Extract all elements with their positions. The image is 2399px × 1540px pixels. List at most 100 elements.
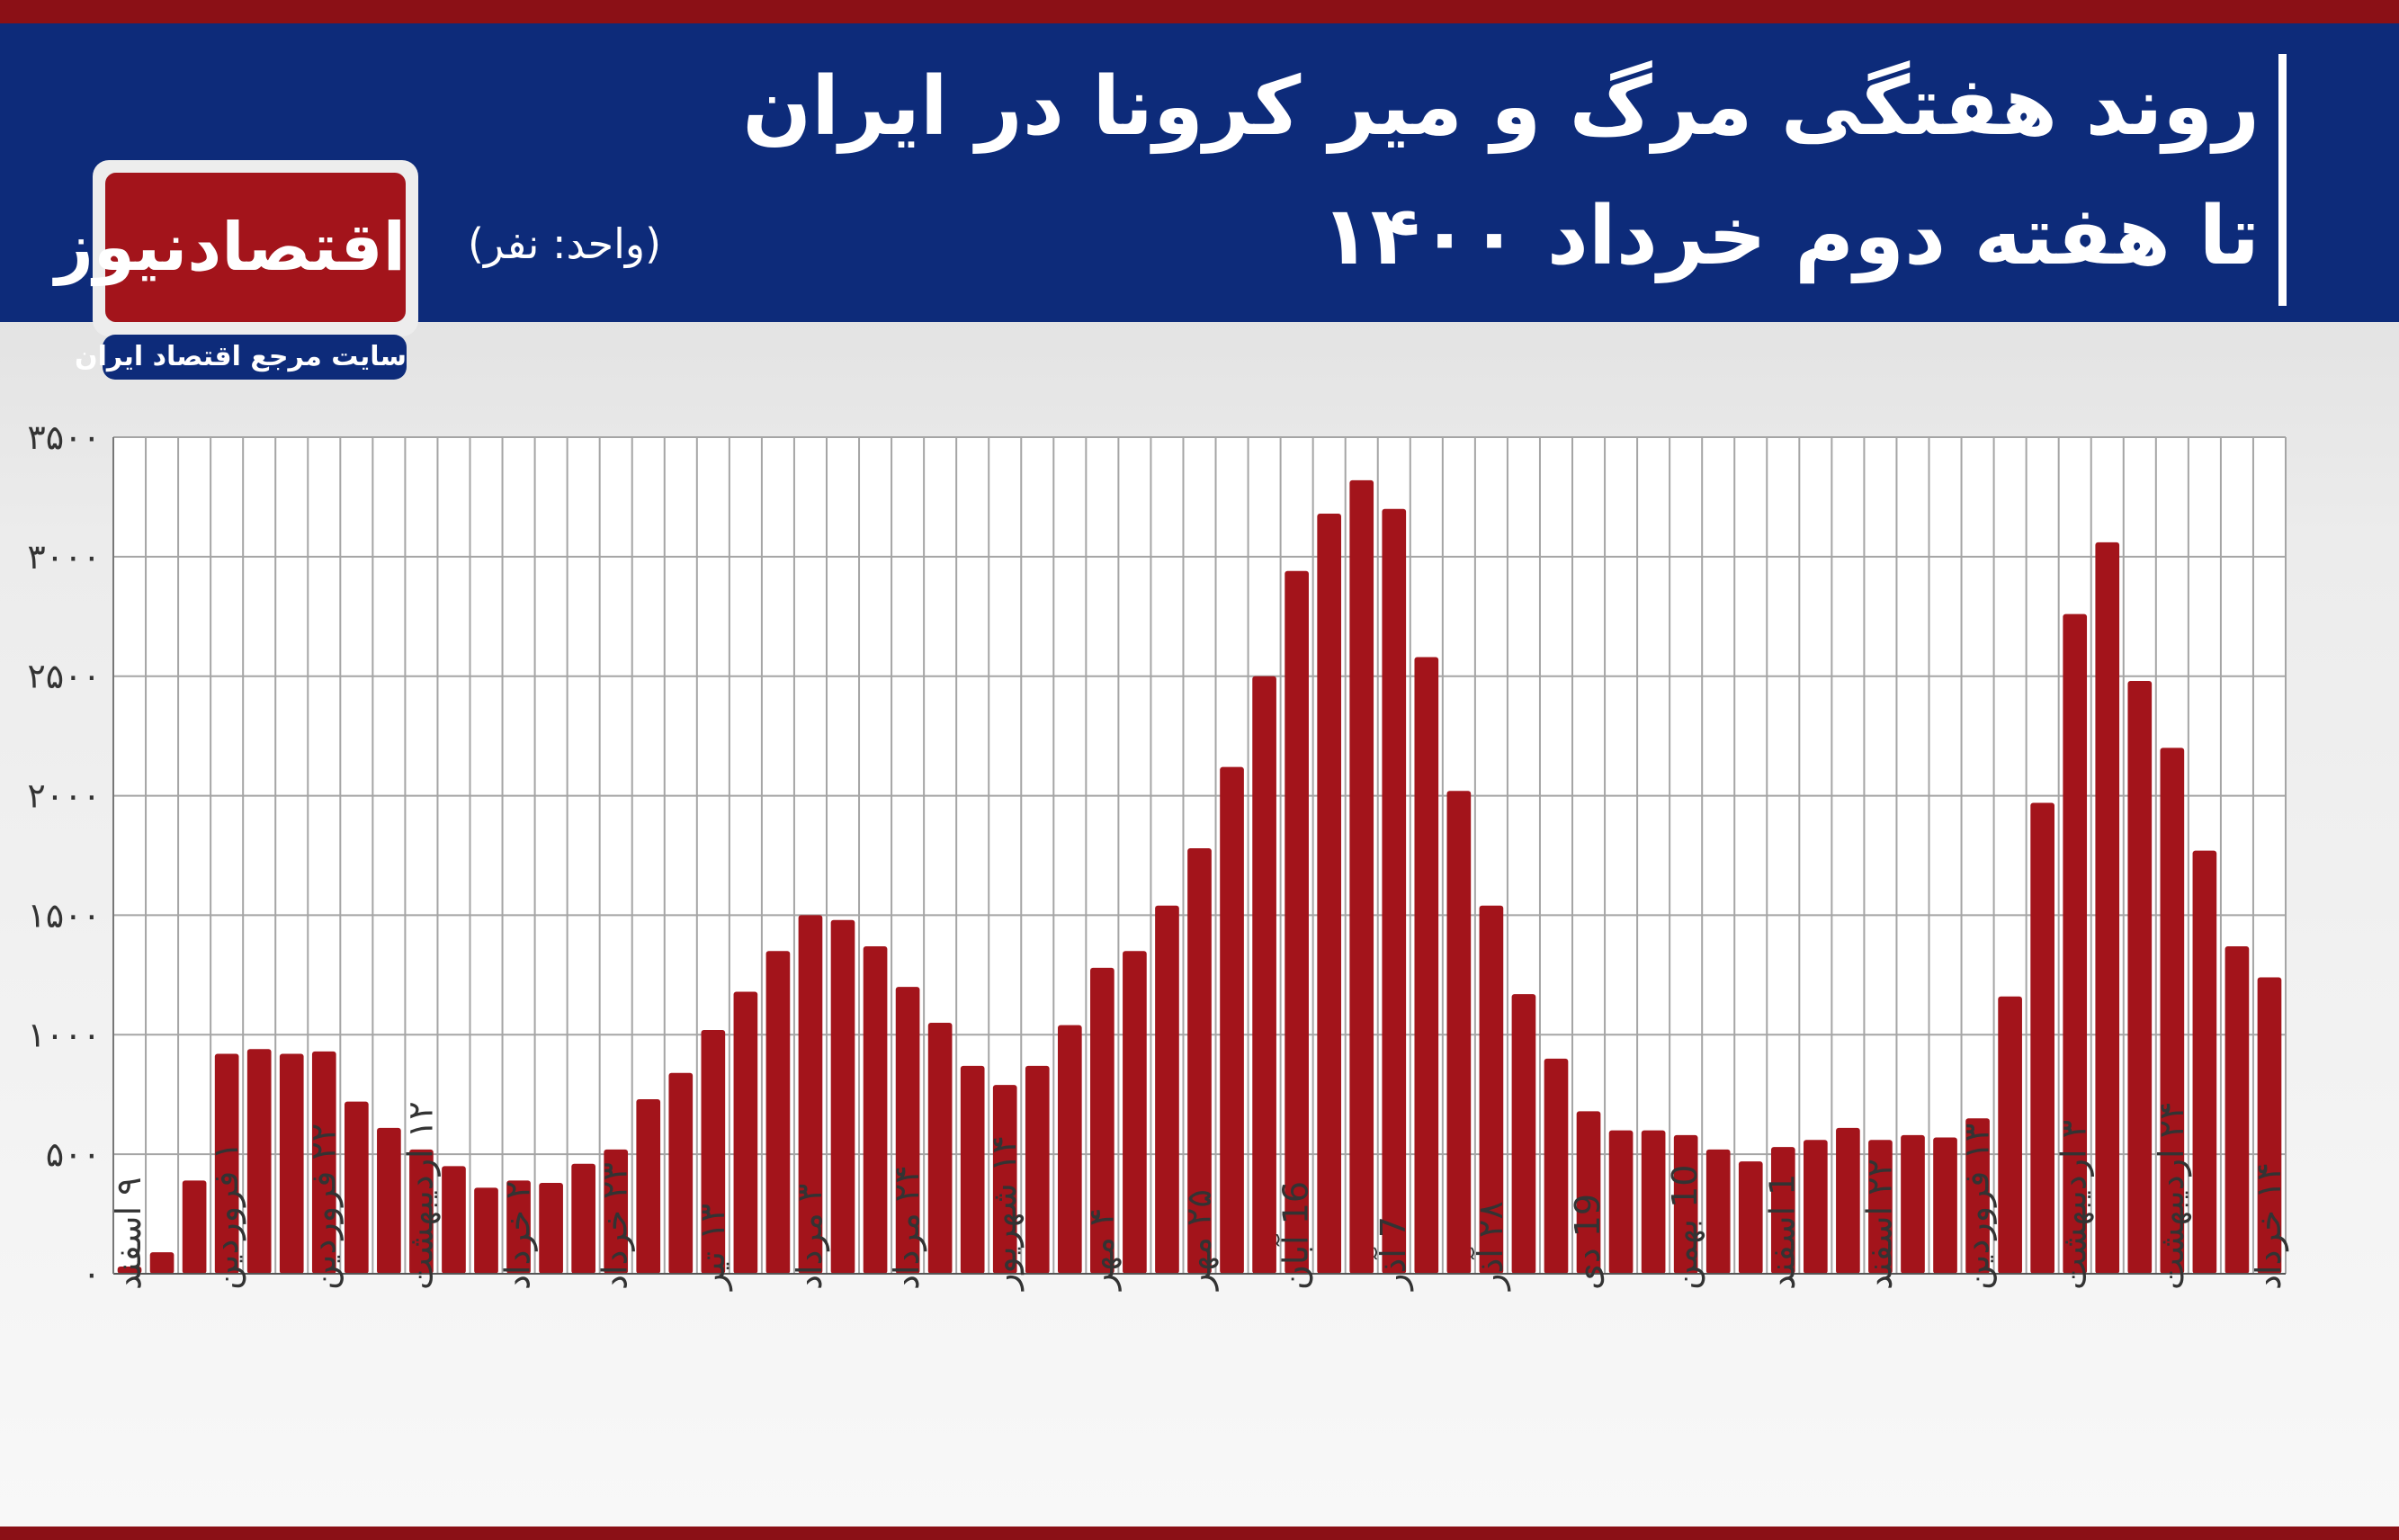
page-subtitle: تا هفته دوم خرداد ۱۴۰۰ (1320, 189, 2260, 283)
bar (1446, 791, 1472, 1274)
bar (344, 1101, 369, 1274)
x-tick-label: ۲۴ مرداد (887, 1165, 927, 1290)
bar (1090, 967, 1114, 1274)
bar (1576, 1111, 1601, 1274)
x-tick-label: 19 دی (1568, 1194, 1607, 1290)
bar (474, 1187, 498, 1274)
x-tick-label: 1 اسفند (1762, 1174, 1802, 1290)
x-tick-label: 16 آبان (1276, 1181, 1316, 1290)
bar (765, 951, 791, 1274)
bar (798, 915, 823, 1274)
bar (1544, 1058, 1569, 1274)
brand-tagline: سایت مرجع اقتصاد ایران (75, 335, 407, 380)
x-tick-label: ۴ مهر (1081, 1208, 1122, 1292)
x-tick-label: ۲۸ آذر (1470, 1201, 1510, 1292)
y-tick-label: ۳۵۰۰ (27, 417, 101, 457)
bottom-stripe (0, 1527, 2399, 1540)
bar (2224, 945, 2250, 1274)
bar (733, 991, 758, 1274)
bar (2095, 542, 2120, 1274)
bar (117, 1267, 142, 1274)
brand-logo[interactable]: اقتصادنیوز (55, 160, 418, 336)
bar (1608, 1130, 1634, 1274)
x-tick-label: ۱۳ فروردین (1957, 1124, 1998, 1290)
x-tick-label: ۱۳ تیر (693, 1204, 733, 1292)
bar (1901, 1134, 1925, 1274)
x-tick-label: ۱۲ اردیبهشت (400, 1101, 441, 1290)
bar (2030, 802, 2055, 1274)
page-title: روند هفتگی مرگ و میر کرونا در ایران (742, 59, 2260, 154)
bar (539, 1183, 563, 1274)
x-tick-label: ۱۴ شهریور (984, 1135, 1025, 1292)
x-tick-label: 7 آذر (1373, 1216, 1413, 1292)
x-tick-label: ۲۴ اردیبهشت (2152, 1101, 2192, 1290)
x-tick-label: ۱ فروردین (206, 1142, 246, 1290)
bar (1220, 766, 1244, 1274)
y-tick-label: ۰ (83, 1254, 101, 1294)
bar (604, 1149, 629, 1274)
bar (2160, 748, 2185, 1274)
brand-logo-text: اقتصادنیوز (55, 173, 406, 322)
y-tick-label: ۱۰۰۰ (27, 1015, 101, 1054)
bar (1933, 1137, 1957, 1274)
bar (2127, 681, 2153, 1274)
bar (442, 1166, 466, 1274)
x-tick-label: ۹ اسفند (109, 1177, 148, 1290)
x-tick-label: ۲۳ خرداد (595, 1162, 636, 1290)
x-tick-label: ۳ مرداد (790, 1184, 830, 1290)
y-tick-label: ۵۰۰ (46, 1134, 101, 1174)
bar (149, 1252, 175, 1274)
bar (668, 1072, 694, 1274)
bar (1317, 514, 1342, 1274)
x-tick-label: ۱۴ خرداد (2249, 1162, 2289, 1290)
x-tick-label: ۲ خرداد (498, 1181, 539, 1290)
bar (863, 945, 888, 1274)
bar (1123, 951, 1147, 1274)
bar (1414, 657, 1439, 1274)
bar (1155, 905, 1179, 1274)
bar (992, 1085, 1017, 1274)
x-tick-label: ۲۲ فروردین (303, 1124, 344, 1290)
y-tick-label: ۲۵۰۰ (27, 657, 101, 696)
bar (830, 919, 855, 1274)
bar (1836, 1127, 1860, 1274)
bar (701, 1029, 726, 1274)
bar (1511, 994, 1536, 1274)
bar (1382, 508, 1407, 1274)
x-tick-label: ۲۵ مهر (1179, 1189, 1220, 1292)
bar (2257, 977, 2282, 1274)
bar (895, 987, 920, 1274)
bar (2192, 850, 2217, 1274)
bar (214, 1053, 239, 1274)
y-tick-label: ۳۰۰۰ (27, 537, 101, 577)
bar (2063, 613, 2088, 1274)
title-divider (2278, 54, 2287, 306)
bar (1187, 848, 1212, 1274)
bar (571, 1163, 595, 1274)
x-tick-label: ۲۲ اسفند (1859, 1159, 1899, 1290)
bar (1025, 1065, 1050, 1274)
bar (1252, 676, 1276, 1274)
bar (1965, 1118, 1990, 1274)
y-tick-label: ۲۰۰۰ (27, 776, 101, 816)
bar (1673, 1134, 1698, 1274)
y-tick-label: ۱۵۰۰ (27, 895, 101, 935)
bar (279, 1053, 304, 1274)
x-tick-label: 10 بهمن (1665, 1165, 1705, 1290)
bar (311, 1051, 336, 1274)
bar (1770, 1147, 1795, 1274)
bar (636, 1099, 661, 1274)
unit-label: (واحد: نفر) (468, 219, 662, 268)
bar (1641, 1130, 1666, 1274)
bar (409, 1149, 434, 1274)
bar (182, 1180, 207, 1274)
bar (1057, 1025, 1082, 1274)
bar (960, 1065, 985, 1274)
bar (927, 1023, 953, 1274)
top-stripe (0, 0, 2399, 23)
bar (1705, 1149, 1731, 1274)
bar (1285, 570, 1309, 1274)
bar (246, 1049, 272, 1274)
bar (1479, 905, 1504, 1274)
